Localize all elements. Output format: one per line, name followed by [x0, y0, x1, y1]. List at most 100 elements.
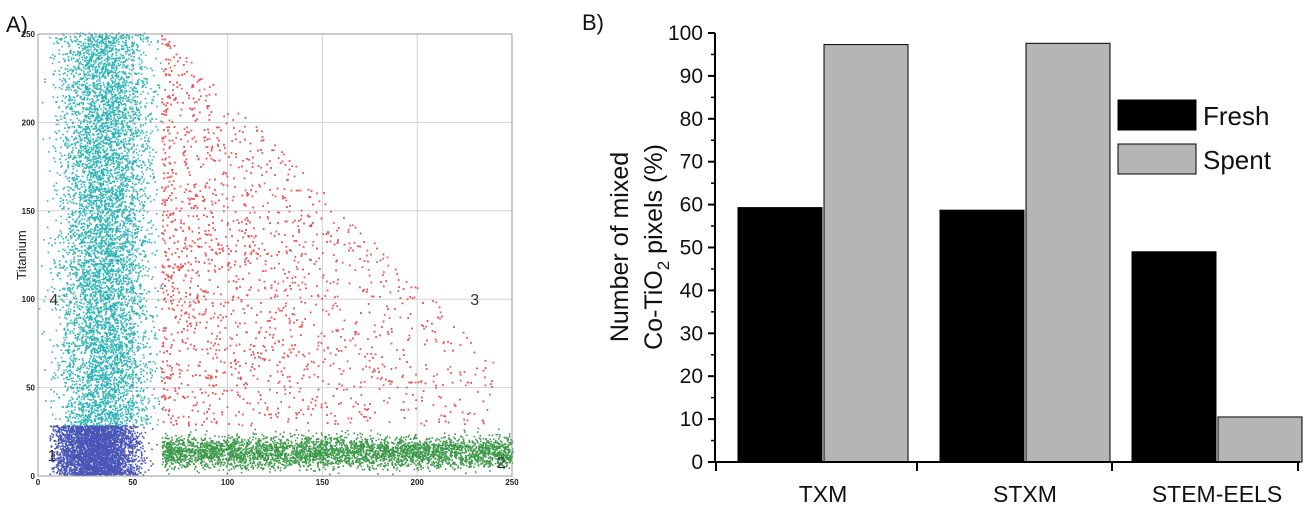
point-region-1	[83, 457, 85, 459]
point-region-2	[264, 460, 266, 462]
point-region-1	[73, 437, 75, 439]
point-region-2	[384, 462, 386, 464]
point-region-1	[63, 457, 65, 459]
point-region-2	[339, 444, 341, 446]
point-region-2	[308, 430, 310, 432]
point-region-1	[63, 467, 65, 469]
point-region-1	[127, 468, 129, 470]
point-region-1	[100, 430, 102, 432]
point-region-1	[58, 439, 60, 441]
point-region-1	[96, 471, 98, 473]
point-region-1	[132, 453, 134, 455]
point-region-1	[117, 430, 119, 432]
point-region-2	[421, 469, 423, 471]
point-region-1	[77, 445, 79, 447]
point-region-1	[79, 443, 81, 445]
point-region-1	[83, 448, 85, 450]
point-region-2	[396, 444, 398, 446]
point-region-1	[83, 437, 85, 439]
point-region-2	[257, 456, 259, 458]
point-region-1	[113, 429, 115, 431]
point-region-2	[409, 438, 411, 440]
point-region-1	[107, 468, 109, 470]
point-region-1	[111, 474, 113, 476]
point-region-1	[100, 458, 102, 460]
point-region-1	[113, 462, 115, 464]
point-region-1	[82, 446, 84, 448]
point-region-2	[181, 435, 183, 437]
point-region-1	[85, 432, 87, 434]
point-region-1	[116, 472, 118, 474]
point-region-2	[272, 459, 274, 461]
point-region-1	[61, 430, 63, 432]
point-region-1	[64, 472, 66, 474]
point-region-1	[88, 428, 90, 430]
point-region-1	[83, 469, 85, 471]
point-region-1	[112, 454, 114, 456]
point-region-1	[94, 458, 96, 460]
point-region-2	[331, 455, 333, 457]
point-region-1	[87, 437, 89, 439]
point-region-2	[301, 438, 303, 440]
point-region-2	[411, 441, 413, 443]
point-region-2	[323, 446, 325, 448]
point-region-1	[141, 432, 143, 434]
point-region-2	[239, 464, 241, 466]
point-region-1	[132, 436, 134, 438]
point-region-2	[288, 464, 290, 466]
point-region-1	[73, 439, 75, 441]
point-region-1	[116, 463, 118, 465]
point-region-1	[90, 430, 92, 432]
point-region-2	[208, 449, 210, 451]
point-region-2	[406, 445, 408, 447]
point-region-2	[490, 443, 492, 445]
point-region-1	[81, 469, 83, 471]
point-region-1	[116, 425, 118, 427]
point-region-2	[498, 438, 500, 440]
point-region-1	[94, 433, 96, 435]
point-region-1	[127, 466, 129, 468]
point-region-2	[184, 461, 186, 463]
point-region-1	[120, 459, 122, 461]
point-region-1	[141, 453, 143, 455]
point-region-1	[92, 443, 94, 445]
point-region-1	[76, 461, 78, 463]
point-region-1	[89, 454, 91, 456]
point-region-1	[124, 466, 126, 468]
point-region-1	[70, 445, 72, 447]
point-region-1	[72, 456, 74, 458]
point-region-1	[135, 444, 137, 446]
point-region-2	[193, 437, 195, 439]
point-region-1	[92, 456, 94, 458]
point-region-1	[82, 465, 84, 467]
point-region-1	[87, 450, 89, 452]
point-region-1	[156, 444, 158, 446]
point-region-1	[110, 428, 112, 430]
point-region-1	[125, 470, 127, 472]
point-region-1	[129, 442, 131, 444]
point-region-2	[397, 453, 399, 455]
point-region-1	[105, 426, 107, 428]
point-region-2	[335, 457, 337, 459]
point-region-1	[64, 430, 66, 432]
point-region-1	[87, 446, 89, 448]
point-region-1	[56, 458, 58, 460]
point-region-1	[68, 439, 70, 441]
point-region-2	[507, 440, 509, 442]
point-region-1	[118, 449, 120, 451]
point-region-1	[85, 453, 87, 455]
point-region-1	[117, 461, 119, 463]
point-region-1	[59, 454, 61, 456]
point-region-1	[77, 451, 79, 453]
point-region-1	[66, 458, 68, 460]
point-region-1	[77, 431, 79, 433]
point-region-1	[114, 450, 116, 452]
point-region-1	[61, 445, 63, 447]
point-region-1	[78, 473, 80, 475]
point-region-1	[134, 456, 136, 458]
point-region-1	[81, 440, 83, 442]
point-region-1	[61, 432, 63, 434]
point-region-1	[139, 443, 141, 445]
point-region-1	[116, 473, 118, 475]
